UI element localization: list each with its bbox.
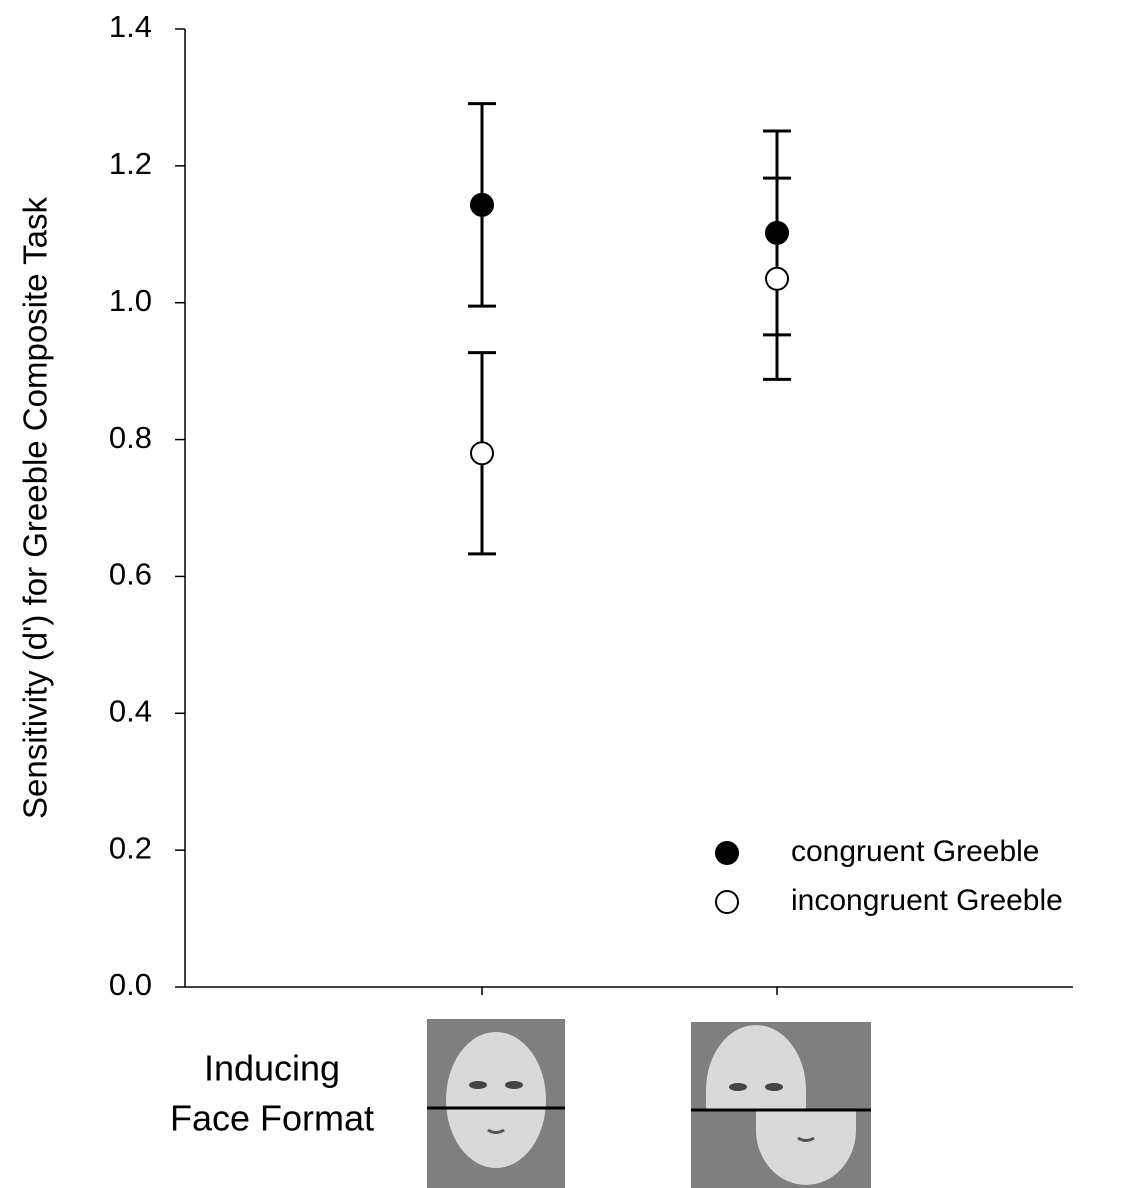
y-tick-label: 0.4	[109, 693, 152, 728]
y-tick-label: 0.0	[109, 967, 152, 1002]
face-image-aligned	[427, 1019, 565, 1188]
y-tick-label: 1.0	[109, 283, 152, 318]
y-tick-label: 0.8	[109, 420, 152, 455]
legend-label: incongruent Greeble	[791, 884, 1063, 917]
marker	[765, 220, 789, 245]
x-axis-label: Inducing	[204, 1048, 340, 1089]
legend-label: congruent Greeble	[791, 835, 1040, 868]
marker	[765, 266, 789, 291]
marker	[470, 192, 494, 217]
y-tick-label: 0.2	[109, 830, 152, 865]
y-tick-label: 0.6	[109, 557, 152, 592]
face-image-misaligned	[691, 1022, 871, 1188]
x-axis-label: Face Format	[170, 1098, 374, 1139]
legend-marker	[715, 890, 739, 914]
y-axis-label: Sensitivity (d') for Greeble Composite T…	[17, 197, 54, 819]
y-tick-label: 1.2	[109, 146, 152, 181]
legend-marker	[715, 841, 739, 865]
y-tick-label: 1.4	[109, 9, 152, 44]
marker	[470, 441, 494, 466]
